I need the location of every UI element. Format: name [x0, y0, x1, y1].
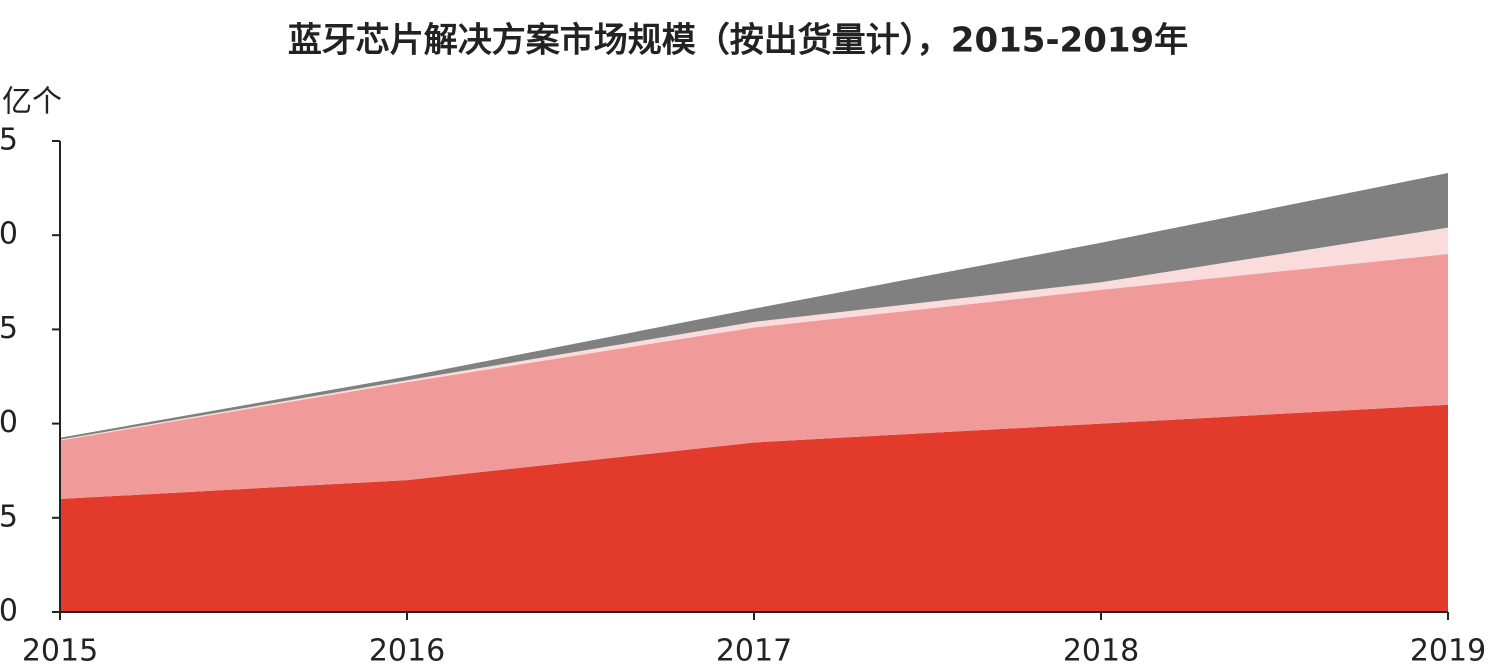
- y-tick-label: 0: [0, 594, 18, 629]
- chart-title: 蓝牙芯片解决方案市场规模（按出货量计），2015-2019年: [288, 21, 1188, 61]
- y-tick-label: 15: [0, 311, 18, 346]
- area: [60, 404, 1448, 612]
- y-tick-label: 5: [0, 499, 18, 534]
- x-tick-label: 2015: [22, 634, 98, 666]
- x-tick-label: 2018: [1063, 634, 1139, 666]
- y-axis-label: 亿个: [2, 85, 62, 120]
- x-tick-label: 2019: [1410, 634, 1486, 666]
- x-tick-label: 2017: [716, 634, 792, 666]
- y-tick-label: 20: [0, 217, 18, 252]
- area: [60, 254, 1448, 499]
- y-tick-label: 25: [0, 123, 18, 158]
- y-tick-label: 10: [0, 405, 18, 440]
- x-tick-label: 2016: [369, 634, 445, 666]
